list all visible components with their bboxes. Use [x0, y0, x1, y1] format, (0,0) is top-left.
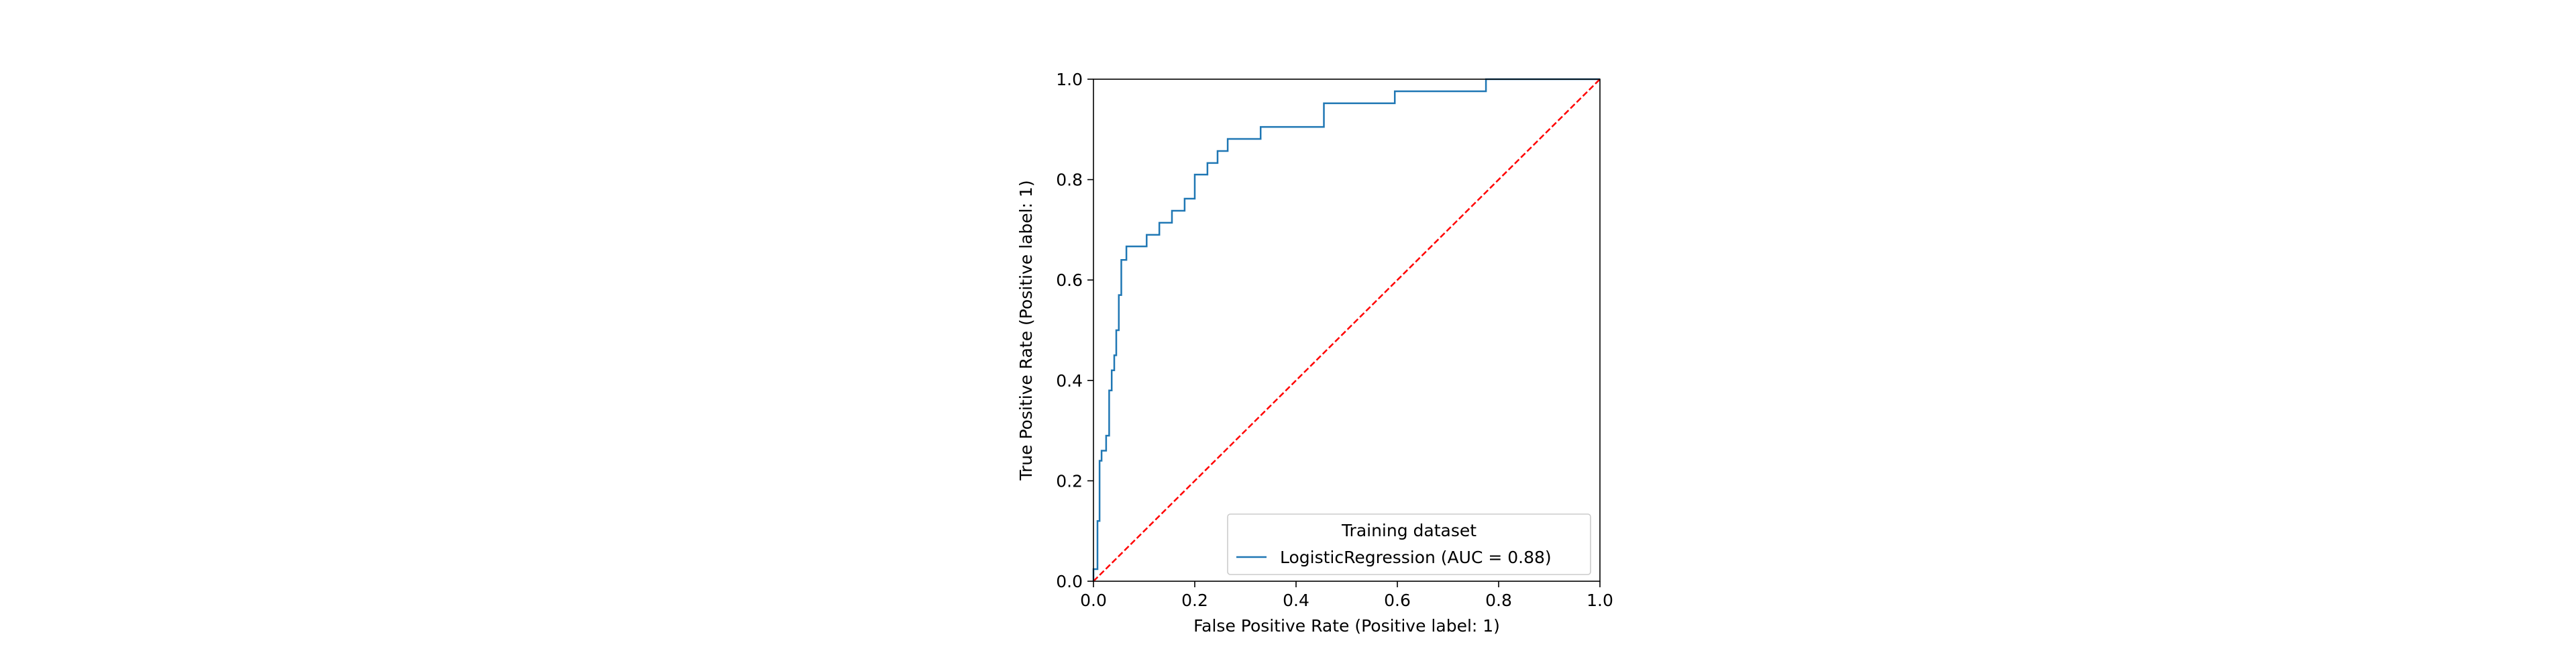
- y-tick-label: 0.0: [1056, 572, 1083, 591]
- x-axis-label: False Positive Rate (Positive label: 1): [1193, 616, 1500, 636]
- y-tick-label: 0.6: [1056, 270, 1083, 290]
- legend-label-logistic-regression: LogisticRegression (AUC = 0.88): [1280, 548, 1552, 567]
- legend-box: [1227, 513, 1591, 575]
- y-axis-label: True Positive Rate (Positive label: 1): [1016, 180, 1036, 481]
- x-tick-label: 0.6: [1384, 591, 1411, 610]
- x-tick-label: 0.2: [1181, 591, 1208, 610]
- legend-title: Training dataset: [1341, 521, 1477, 540]
- axes-frame: [1093, 79, 1601, 582]
- roc-curve-logistic-regression: [1092, 78, 1600, 581]
- legend: Training dataset LogisticRegression (AUC…: [1227, 513, 1591, 575]
- chance-level-line: [1093, 79, 1601, 582]
- y-tick-label: 0.4: [1056, 371, 1083, 391]
- x-tick-label: 1.0: [1587, 591, 1613, 610]
- y-tick-label: 1.0: [1056, 70, 1083, 89]
- y-tick-label: 0.2: [1056, 471, 1083, 491]
- y-tick-label: 0.8: [1056, 170, 1083, 190]
- x-tick-label: 0.4: [1283, 591, 1309, 610]
- x-tick-label: 0.0: [1080, 591, 1107, 610]
- x-tick-label: 0.8: [1485, 591, 1512, 610]
